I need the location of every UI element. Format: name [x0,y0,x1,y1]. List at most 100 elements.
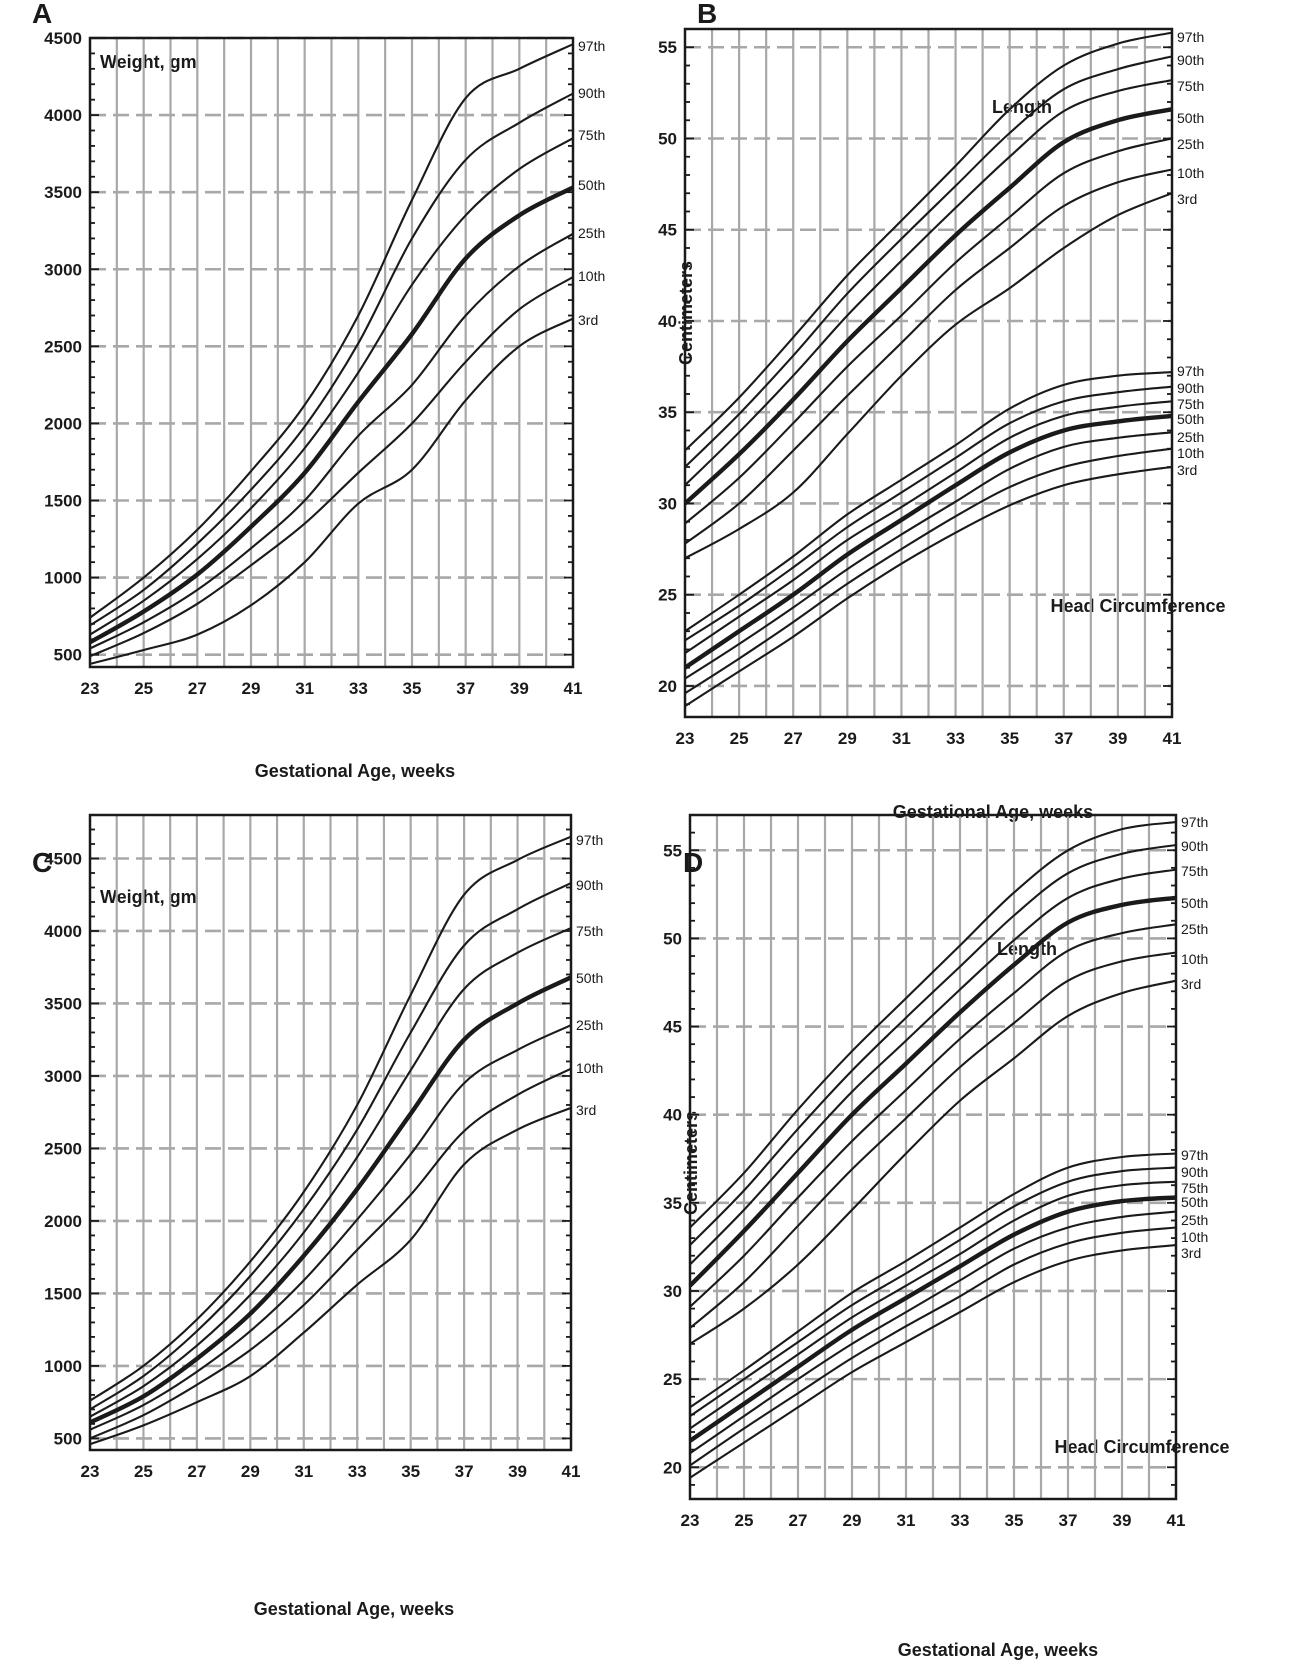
panel-a-grid [90,36,573,667]
panel-a-frame [88,36,575,669]
panel-b-head-circumference-percentile-label-97th: 97th [1177,363,1204,379]
panel-c-grid [90,815,571,1450]
panel-c-y-tick-label: 500 [54,1429,82,1448]
panel-a-x-tick-label: 39 [510,679,529,698]
panel-a-x-tick-label: 35 [403,679,422,698]
panel-c-y-tick-label: 2500 [44,1139,82,1158]
panel-c-letter: C [32,847,52,878]
panel-c-y-tick-label: 1500 [44,1284,82,1303]
panel-a-percentile-label-10th: 10th [578,268,605,284]
panel-c-curve-25th [89,1024,572,1431]
panel-d-grid [690,815,1176,1499]
panel-b-y-tick-label: 35 [658,403,677,422]
panel-d-curves [688,821,1177,1479]
panel-a-percentile-label-97th: 97th [578,38,605,54]
panel-c-y-tick-label: 2000 [44,1212,82,1231]
panel-d-x-tick-label: 31 [897,1511,916,1530]
panel-a-letter: A [32,0,52,29]
panel-d-y-tick-label: 55 [663,841,682,860]
panel-d-length-curve-50th [688,895,1177,1288]
panel-d-x-tick-label: 33 [951,1511,970,1530]
panel-a-percentile-label-25th: 25th [578,225,605,241]
panel-c-frame [88,813,573,1452]
panel-b: B Length Head Circumference Gestational … [658,0,1225,822]
panel-d-length-curve-3rd [689,979,1177,1345]
panel-c-x-tick-label: 31 [294,1462,313,1481]
panel-c-percentile-label-50th: 50th [576,970,603,986]
panel-d-head-circumference-percentile-label-90th: 90th [1181,1164,1208,1180]
panel-a-percentile-label-75th: 75th [578,127,605,143]
panel-b-x-tick-label: 41 [1163,729,1182,748]
panel-c-curves [89,835,572,1446]
panel-c-percentile-label-10th: 10th [576,1060,603,1076]
panel-a-percentile-label-90th: 90th [578,85,605,101]
panel-a-curve-90th [89,92,574,627]
panel-d-x-axis-label: Gestational Age, weeks [898,1640,1098,1660]
panel-b-length-percentile-label-90th: 90th [1177,52,1204,68]
panel-b-y-tick-label: 50 [658,129,677,148]
panel-c-x-axis-label: Gestational Age, weeks [254,1599,454,1619]
panel-c-percentile-label-75th: 75th [576,923,603,939]
panel-a-y-tick-label: 3000 [44,260,82,279]
panel-b-length-curve-97th [684,31,1173,452]
panel-d-length-percentile-label-75th: 75th [1181,863,1208,879]
panel-b-head-circumference-curve-10th [684,447,1173,695]
panel-d-head-circumference-curve-3rd [689,1244,1177,1479]
panel-b-head-circumference-label: Head Circumference [1050,596,1225,616]
panel-a-y-tick-label: 4000 [44,106,82,125]
panel-a-y-tick-label: 1000 [44,569,82,588]
panel-c-curve-10th [89,1067,572,1440]
panel-a-x-tick-label: 27 [188,679,207,698]
panel-d-head-circumference-curve-97th [689,1152,1177,1409]
panel-b-y-tick-label: 20 [658,677,677,696]
panel-d-x-tick-label: 29 [843,1511,862,1530]
panel-d-y-tick-label: 45 [663,1018,682,1037]
panel-c-y-tick-label: 4000 [44,922,82,941]
panel-a-curves [88,43,575,665]
panel-d-head-circumference-curve-90th [689,1166,1177,1417]
panel-d-y-tick-label: 25 [663,1370,682,1389]
panel-b-head-circumference-curve-90th [684,385,1173,642]
panel-a-curve-3rd [89,317,574,665]
panel-d-length-curve-25th [689,923,1177,1308]
panel-d-length-percentile-label-90th: 90th [1181,838,1208,854]
panel-b-head-circumference-curve-97th [684,371,1173,633]
panel-d-head-circumference-percentile-label-10th: 10th [1181,1229,1208,1245]
panel-b-head-circumference-curve-25th [684,431,1173,680]
panel-b-length-curve-10th [684,168,1173,545]
panel-c-x-tick-label: 41 [562,1462,581,1481]
panel-b-x-tick-label: 29 [838,729,857,748]
panel-d-x-tick-label: 27 [789,1511,808,1530]
panel-a-x-tick-label: 31 [295,679,314,698]
panel-b-x-tick-label: 39 [1108,729,1127,748]
panel-a-y-tick-label: 2500 [44,337,82,356]
panel-d-head-circumference-curve-50th [688,1195,1177,1443]
panel-d-length-percentile-label-25th: 25th [1181,921,1208,937]
panel-a-x-tick-label: 33 [349,679,368,698]
panel-a-y-tick-label: 500 [54,646,82,665]
panel-a-curve-97th [89,43,574,619]
panel-b-head-circumference-percentile-label-75th: 75th [1177,396,1204,412]
panel-a-weight-label: Weight, gm [100,52,197,72]
panel-b-head-circumference-percentile-label-90th: 90th [1177,380,1204,396]
panel-c-curve-3rd [89,1106,572,1446]
panel-c-x-tick-label: 23 [81,1462,100,1481]
panel-d-y-tick-label: 30 [663,1282,682,1301]
panel-a-curve-50th [88,185,575,645]
panel-d-length-curve-97th [689,821,1177,1229]
panel-b-y-tick-label: 40 [658,312,677,331]
panel-c-x-tick-label: 27 [187,1462,206,1481]
panel-b-length-percentile-label-97th: 97th [1177,29,1204,45]
panel-c-percentile-label-25th: 25th [576,1017,603,1033]
panel-d-y-tick-label: 35 [663,1194,682,1213]
panel-c-x-tick-label: 37 [455,1462,474,1481]
panel-d-length-percentile-label-50th: 50th [1181,895,1208,911]
panel-d-head-circumference-percentile-label-97th: 97th [1181,1147,1208,1163]
panel-b-letter: B [697,0,717,29]
panel-a-x-tick-label: 41 [564,679,583,698]
panel-b-length-curve-50th [683,107,1173,506]
panel-b-length-percentile-label-25th: 25th [1177,136,1204,152]
panel-b-y-tick-label: 45 [658,221,677,240]
panel-b-head-circumference-percentile-label-10th: 10th [1177,445,1204,461]
panel-b-length-curve-90th [684,55,1173,468]
